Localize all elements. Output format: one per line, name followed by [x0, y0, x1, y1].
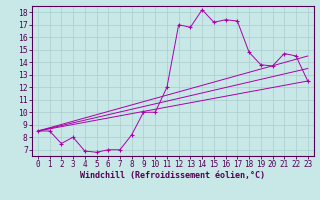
X-axis label: Windchill (Refroidissement éolien,°C): Windchill (Refroidissement éolien,°C) — [80, 171, 265, 180]
